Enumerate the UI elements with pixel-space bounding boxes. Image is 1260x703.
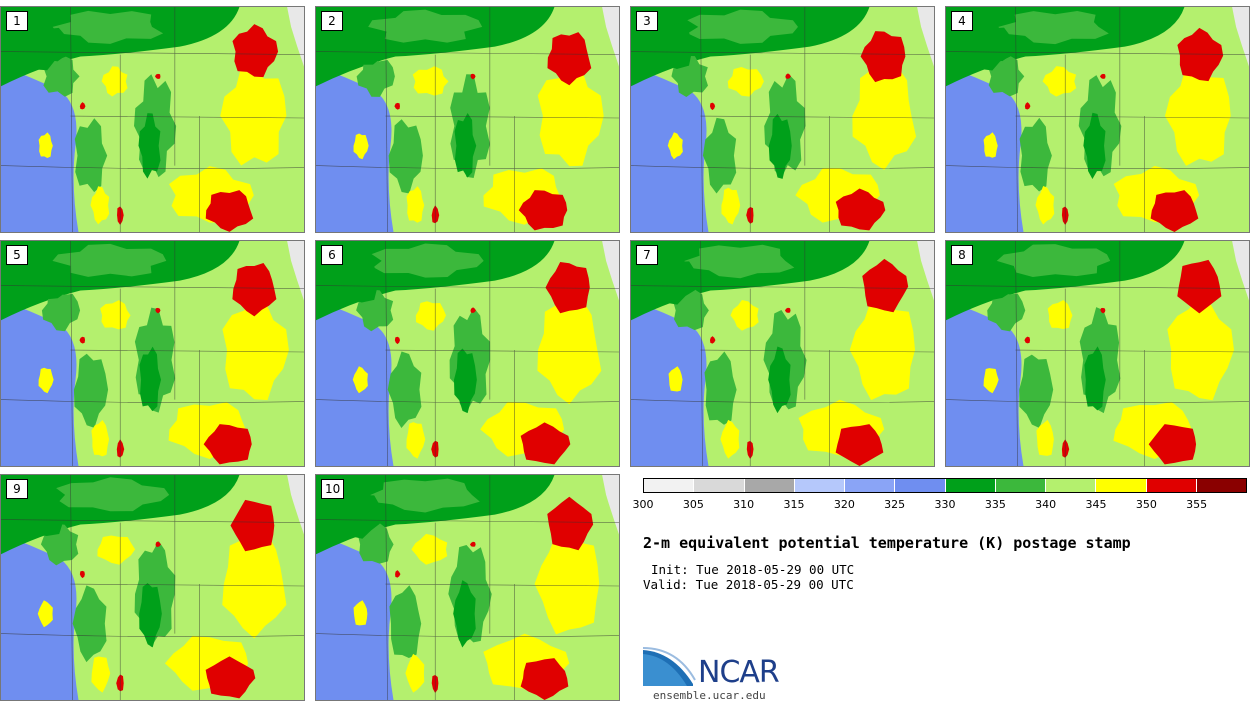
stamp-panel: 3: [630, 6, 935, 233]
colorbar-swatch: [1045, 479, 1096, 492]
colorbar-tick: 310: [733, 498, 755, 511]
stamp-panel: 5: [0, 240, 305, 467]
stamp-panel: 4: [945, 6, 1250, 233]
colorbar-tick: 325: [884, 498, 906, 511]
panel-number: 1: [6, 11, 28, 31]
stamp-panel: 10: [315, 474, 620, 701]
colorbar-tick: 335: [984, 498, 1006, 511]
colorbar-tick: 355: [1186, 498, 1208, 511]
ncar-logo-icon: [643, 647, 696, 686]
colorbar: [643, 478, 1247, 493]
panel-number: 6: [321, 245, 343, 265]
colorbar-swatch: [1095, 479, 1146, 492]
colorbar-swatch: [1195, 479, 1246, 492]
colorbar-tick: 330: [934, 498, 956, 511]
colorbar-swatch: [793, 479, 844, 492]
stamp-panel: 8: [945, 240, 1250, 467]
panel-number: 5: [6, 245, 28, 265]
figure-title: 2-m equivalent potential temperature (K)…: [643, 534, 1131, 552]
colorbar-swatch: [693, 479, 744, 492]
stamp-panel: 7: [630, 240, 935, 467]
logo-wordmark: NCAR: [698, 655, 780, 690]
panel-number: 4: [951, 11, 973, 31]
stamp-panel: 6: [315, 240, 620, 467]
colorbar-tick: 345: [1085, 498, 1107, 511]
colorbar-tick-labels: 300 305 310 315 320 325 330 335 340 345 350 355: [633, 498, 1247, 512]
colorbar-swatch: [1145, 479, 1196, 492]
panel-number: 7: [636, 245, 658, 265]
stamp-panel: 1: [0, 6, 305, 233]
colorbar-swatch: [844, 479, 895, 492]
valid-time: Valid: Tue 2018-05-29 00 UTC: [643, 577, 854, 592]
colorbar-swatch: [944, 479, 995, 492]
colorbar-swatch: [743, 479, 794, 492]
panel-number: 10: [321, 479, 345, 499]
colorbar-swatch: [894, 479, 945, 492]
colorbar-tick: 350: [1135, 498, 1157, 511]
logo-url: ensemble.ucar.edu: [653, 689, 766, 702]
panel-number: 2: [321, 11, 343, 31]
colorbar-tick: 340: [1035, 498, 1057, 511]
colorbar-swatch: [644, 479, 694, 492]
init-time: Init: Tue 2018-05-29 00 UTC: [651, 562, 855, 577]
stamp-panel: 2: [315, 6, 620, 233]
panel-number: 8: [951, 245, 973, 265]
colorbar-swatch: [994, 479, 1045, 492]
stamp-panel: 9: [0, 474, 305, 701]
colorbar-tick: 320: [833, 498, 855, 511]
colorbar-tick: 300: [632, 498, 654, 511]
panel-number: 9: [6, 479, 28, 499]
panel-number: 3: [636, 11, 658, 31]
colorbar-tick: 305: [682, 498, 704, 511]
colorbar-tick: 315: [783, 498, 805, 511]
